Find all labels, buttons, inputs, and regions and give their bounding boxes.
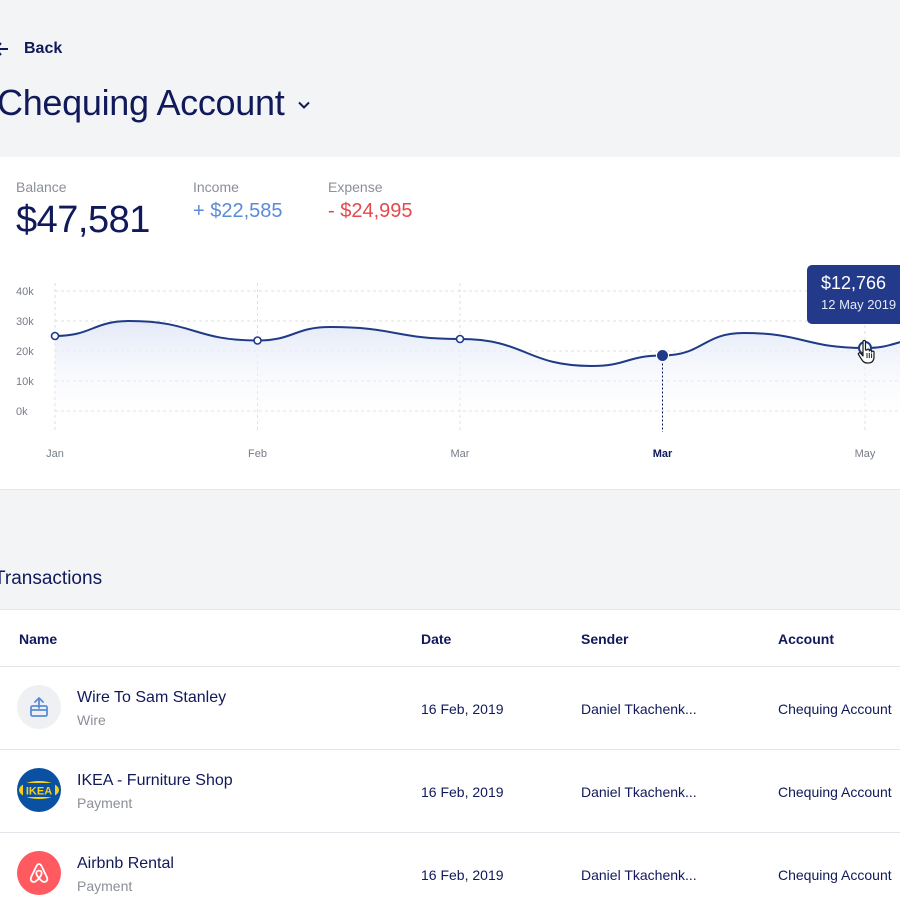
- y-tick-label: 30k: [16, 316, 34, 328]
- wire-transfer-icon: [17, 685, 61, 729]
- transaction-sender: Daniel Tkachenk...: [581, 701, 697, 717]
- data-point[interactable]: [455, 334, 465, 344]
- ikea-logo: IKEA: [17, 768, 61, 812]
- table-row[interactable]: IKEA IKEA - Furniture Shop Payment 16 Fe…: [0, 750, 900, 833]
- transaction-sender: Daniel Tkachenk...: [581, 867, 697, 883]
- balance-chart[interactable]: 40k 30k 20k 10k 0k Jan Feb Mar Mar May: [0, 157, 900, 490]
- transaction-sender: Daniel Tkachenk...: [581, 784, 697, 800]
- transaction-name: IKEA - Furniture Shop: [77, 772, 233, 789]
- transaction-name: Airbnb Rental: [77, 855, 174, 872]
- column-header-name[interactable]: Name: [19, 631, 58, 647]
- table-row[interactable]: Airbnb Rental Payment 16 Feb, 2019 Danie…: [0, 833, 900, 900]
- transaction-name: Wire To Sam Stanley: [77, 689, 227, 706]
- transaction-type: Payment: [77, 795, 133, 811]
- back-arrow-icon: [0, 42, 8, 56]
- page-title: Chequing Account: [0, 82, 285, 123]
- expense-value: - $24,995: [328, 200, 413, 222]
- balance-label: Balance: [16, 179, 67, 195]
- data-point-active[interactable]: [657, 350, 668, 361]
- x-tick-label: Mar: [451, 448, 470, 460]
- transaction-account: Chequing Account: [778, 784, 892, 800]
- y-tick-label: 10k: [16, 376, 34, 388]
- transactions-title: Transactions: [0, 568, 103, 589]
- ikea-logo-text: IKEA: [26, 786, 52, 798]
- income-stat: Income + $22,585: [193, 179, 283, 223]
- transactions-table: Name Date Sender Account Wire To Sam Sta…: [0, 609, 900, 900]
- expense-label: Expense: [328, 179, 383, 195]
- data-point[interactable]: [253, 336, 262, 345]
- chart-tooltip: $12,766 12 May 2019: [807, 265, 900, 324]
- table-row[interactable]: Wire To Sam Stanley Wire 16 Feb, 2019 Da…: [0, 667, 900, 750]
- chevron-down-icon[interactable]: [298, 101, 311, 109]
- x-tick-label: Feb: [248, 448, 267, 460]
- transaction-date: 16 Feb, 2019: [421, 701, 504, 717]
- column-header-date[interactable]: Date: [421, 631, 452, 647]
- transaction-type: Wire: [77, 712, 106, 728]
- airbnb-logo: [17, 851, 61, 895]
- expense-stat: Expense - $24,995: [328, 179, 413, 223]
- tooltip-value: $12,766: [821, 273, 887, 293]
- column-header-sender[interactable]: Sender: [581, 631, 629, 647]
- tooltip-date: 12 May 2019: [821, 297, 897, 312]
- account-selector[interactable]: Chequing Account: [0, 80, 311, 126]
- transaction-account: Chequing Account: [778, 867, 892, 883]
- balance-stat: Balance $47,581: [16, 179, 150, 242]
- back-button[interactable]: Back: [0, 36, 62, 62]
- y-tick-label: 20k: [16, 346, 34, 358]
- x-tick-label: Mar: [653, 448, 673, 460]
- table-header: Name Date Sender Account: [0, 610, 900, 667]
- income-value: + $22,585: [193, 200, 283, 222]
- x-tick-label: Jan: [46, 448, 64, 460]
- column-header-account[interactable]: Account: [778, 631, 834, 647]
- transaction-date: 16 Feb, 2019: [421, 867, 504, 883]
- income-label: Income: [193, 179, 239, 195]
- y-tick-label: 40k: [16, 286, 34, 298]
- pointer-hand-cursor-icon: [857, 339, 875, 364]
- transaction-date: 16 Feb, 2019: [421, 784, 504, 800]
- account-summary-card: Balance $47,581 Income + $22,585 Expense…: [0, 157, 900, 490]
- chart-line: [54, 319, 900, 368]
- x-tick-label: May: [855, 448, 876, 460]
- back-label: Back: [24, 40, 63, 57]
- y-tick-label: 0k: [16, 406, 28, 418]
- data-point[interactable]: [50, 331, 60, 341]
- transaction-type: Payment: [77, 878, 133, 894]
- transaction-account: Chequing Account: [778, 701, 892, 717]
- balance-value: $47,581: [16, 199, 150, 241]
- chart-area-fill: [55, 321, 900, 432]
